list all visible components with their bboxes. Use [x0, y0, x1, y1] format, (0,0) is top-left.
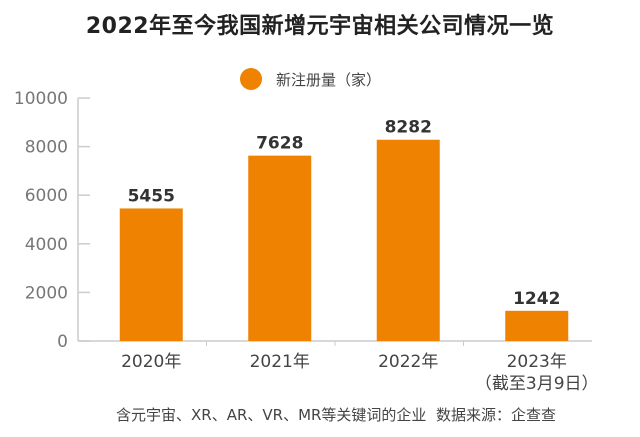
- x-tick-label: 2022年: [378, 352, 438, 372]
- legend-label: 新注册量（家）: [276, 70, 382, 89]
- bar: [505, 310, 569, 341]
- footnote: 含元宇宙、XR、AR、VR、MR等关键词的企业 数据来源：企查查: [116, 406, 556, 424]
- chart-title: 2022年至今我国新增元宇宙相关公司情况一览: [85, 14, 555, 39]
- data-label: 5455: [128, 186, 175, 206]
- y-tick-label: 8000: [25, 138, 68, 158]
- y-tick-label: 4000: [25, 235, 68, 255]
- y-tick-label: 6000: [25, 186, 68, 206]
- x-tick-label: 2020年: [121, 352, 181, 372]
- y-tick-label: 2000: [25, 283, 68, 303]
- legend: 新注册量（家）: [240, 68, 381, 90]
- bar: [376, 139, 440, 341]
- y-tick-label: 10000: [14, 89, 68, 109]
- bar: [248, 155, 312, 341]
- x-tick-label: 2023年: [507, 352, 567, 372]
- x-tick-label: 2021年: [250, 352, 310, 372]
- legend-swatch: [240, 68, 262, 90]
- data-label: 1242: [513, 289, 560, 309]
- bar: [119, 208, 183, 341]
- data-label: 8282: [385, 118, 432, 138]
- x-tick-sublabel: （截至3月9日）: [475, 374, 599, 394]
- y-tick-label: 0: [57, 332, 68, 352]
- data-label: 7628: [256, 134, 303, 154]
